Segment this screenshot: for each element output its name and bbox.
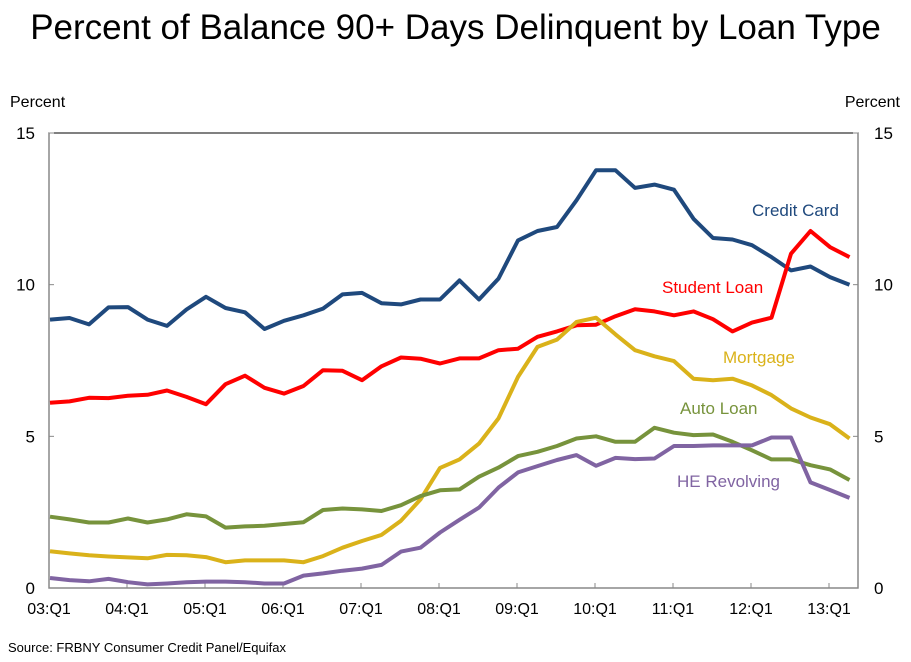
x-tick-label: 12:Q1 bbox=[729, 601, 773, 618]
chart-title: Percent of Balance 90+ Days Delinquent b… bbox=[30, 8, 881, 47]
x-tick-label: 06:Q1 bbox=[261, 601, 305, 618]
series-label-mortgage: Mortgage bbox=[723, 348, 795, 367]
source-note: Source: FRBNY Consumer Credit Panel/Equi… bbox=[8, 640, 286, 655]
x-tick-label: 07:Q1 bbox=[339, 601, 383, 618]
x-tick-label: 13:Q1 bbox=[807, 601, 851, 618]
series-label-credit-card: Credit Card bbox=[752, 201, 839, 220]
series-line-he-revolving bbox=[49, 435, 851, 587]
y-axis-title-right: Percent bbox=[845, 94, 901, 111]
series-line-credit-card bbox=[49, 168, 851, 331]
x-tick-label: 11:Q1 bbox=[652, 601, 695, 618]
series-line-mortgage bbox=[49, 315, 851, 565]
series-label-auto-loan: Auto Loan bbox=[680, 399, 758, 418]
x-tick-label: 05:Q1 bbox=[183, 601, 227, 618]
x-tick-label: 03:Q1 bbox=[27, 601, 71, 618]
y-tick-label-left: 5 bbox=[26, 427, 35, 446]
y-tick-label-right: 10 bbox=[874, 276, 893, 295]
series-label-he-revolving: HE Revolving bbox=[677, 472, 780, 491]
y-tick-label-left: 10 bbox=[16, 276, 35, 295]
series-line-auto-loan bbox=[49, 425, 851, 530]
x-tick-label: 10:Q1 bbox=[573, 601, 617, 618]
x-tick-label: 09:Q1 bbox=[495, 601, 539, 618]
y-axis-title-left: Percent bbox=[10, 94, 66, 111]
y-tick-label-right: 15 bbox=[874, 124, 893, 143]
x-tick-label: 04:Q1 bbox=[105, 601, 149, 618]
y-tick-label-left: 0 bbox=[26, 579, 35, 598]
y-tick-label-right: 5 bbox=[874, 427, 883, 446]
series-line-student-loan bbox=[49, 229, 851, 407]
x-tick-label: 08:Q1 bbox=[417, 601, 461, 618]
y-tick-label-left: 15 bbox=[16, 124, 35, 143]
series-label-student-loan: Student Loan bbox=[662, 278, 763, 297]
y-tick-label-right: 0 bbox=[874, 579, 883, 598]
